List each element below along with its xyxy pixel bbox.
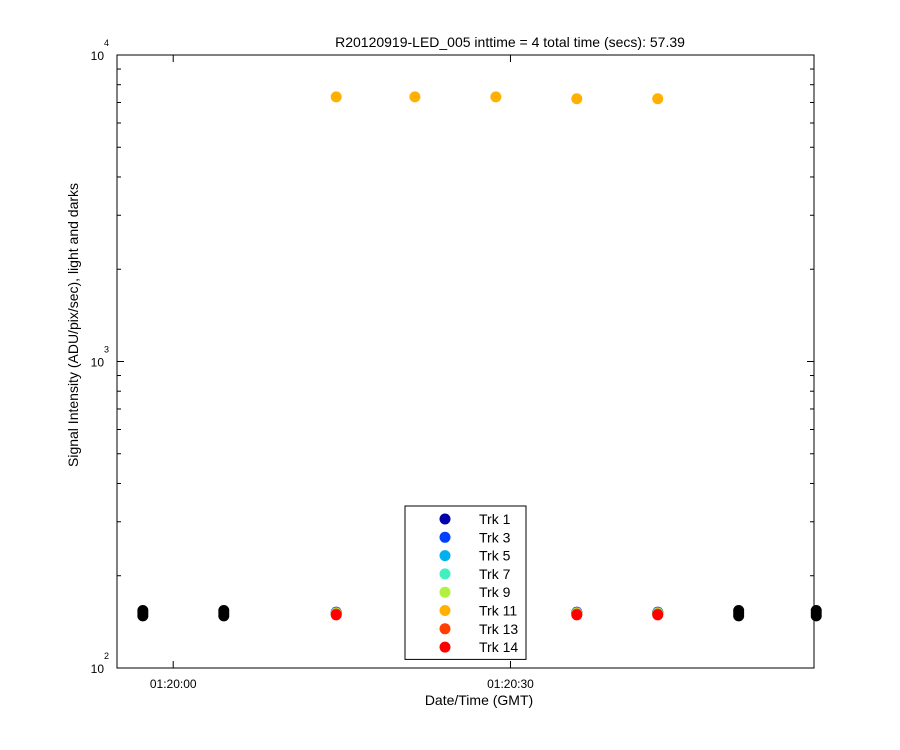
legend-label: Trk 5: [479, 548, 511, 564]
y-tick-label: 10: [91, 662, 105, 676]
data-point: [652, 609, 664, 621]
legend-marker: [439, 605, 451, 616]
legend-marker: [439, 550, 451, 562]
legend-label: Trk 13: [479, 621, 518, 637]
data-point: [733, 605, 745, 617]
chart-title: R20120919-LED_005 inttime = 4 total time…: [335, 34, 685, 50]
x-axis-label: Date/Time (GMT): [425, 692, 533, 708]
series-5: [330, 91, 664, 105]
data-point: [810, 605, 822, 617]
data-point: [571, 93, 583, 105]
y-tick-exponent: 3: [104, 345, 109, 355]
x-tick-label: 01:20:00: [150, 677, 197, 691]
legend-marker: [439, 513, 451, 525]
legend-marker: [439, 568, 451, 580]
legend-label: Trk 14: [479, 639, 518, 655]
data-point: [571, 609, 583, 621]
y-tick-label: 10: [91, 49, 105, 63]
legend-label: Trk 11: [479, 603, 517, 619]
y-tick-exponent: 4: [104, 38, 109, 48]
legend-label: Trk 7: [479, 566, 511, 582]
legend-marker: [439, 641, 451, 653]
legend-box: [404, 505, 527, 660]
data-point: [330, 609, 342, 621]
legend-label: Trk 1: [479, 511, 511, 527]
data-point: [330, 91, 342, 103]
series-8: [137, 605, 822, 622]
legend-marker: [439, 586, 451, 598]
x-tick-label: 01:20:30: [487, 677, 534, 691]
legend-label: Trk 3: [479, 529, 511, 545]
legend: Trk 1 Trk 3 Trk 5 Trk 7 Trk 9 Trk 11 Trk 13 Trk…: [404, 505, 527, 660]
legend-marker: [439, 623, 451, 635]
y-tick-exponent: 2: [104, 651, 109, 661]
legend-marker: [439, 531, 451, 543]
y-tick-label: 10: [91, 356, 105, 370]
data-point: [652, 93, 664, 105]
axis-ticks: [117, 54, 814, 669]
y-axis-label: Signal Intensity (ADU/pix/sec), light an…: [65, 183, 81, 467]
legend-label: Trk 9: [479, 584, 511, 600]
data-point: [137, 605, 149, 617]
data-point: [490, 91, 502, 103]
data-point: [218, 605, 230, 617]
data-point: [409, 91, 421, 103]
